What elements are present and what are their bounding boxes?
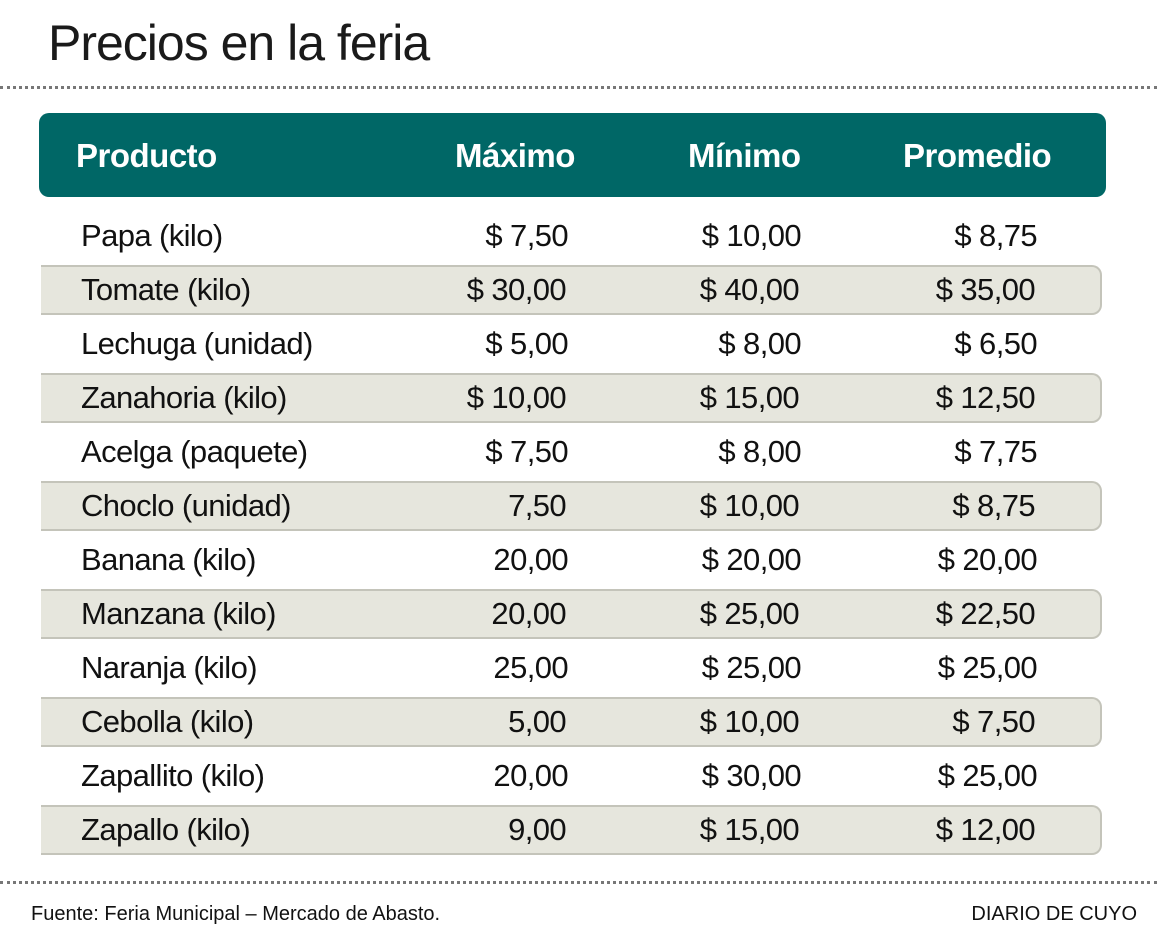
- cell-maximo: 20,00: [491, 596, 566, 631]
- table-row: Papa (kilo) $ 7,50 $ 10,00 $ 8,75: [41, 211, 1102, 261]
- cell-producto: Tomate (kilo): [81, 272, 251, 307]
- cell-producto: Zanahoria (kilo): [81, 380, 287, 415]
- cell-minimo: $ 40,00: [699, 272, 800, 307]
- cell-minimo: $ 15,00: [699, 812, 800, 847]
- table-row: Zapallito (kilo) 20,00 $ 30,00 $ 25,00: [41, 751, 1102, 801]
- cell-maximo: 7,50: [508, 488, 567, 523]
- cell-maximo: $ 7,50: [485, 218, 568, 253]
- cell-maximo: 9,00: [508, 812, 567, 847]
- cell-promedio: $ 25,00: [937, 650, 1038, 685]
- column-header-minimo: Mínimo: [688, 137, 801, 174]
- cell-maximo: $ 5,00: [485, 326, 568, 361]
- column-header-producto: Producto: [76, 137, 217, 174]
- cell-promedio: $ 12,00: [935, 812, 1036, 847]
- column-header-promedio: Promedio: [903, 137, 1052, 174]
- cell-promedio: $ 25,00: [937, 758, 1038, 793]
- cell-promedio: $ 8,75: [952, 488, 1035, 523]
- cell-minimo: $ 10,00: [699, 704, 800, 739]
- cell-minimo: $ 8,00: [718, 326, 801, 361]
- cell-maximo: $ 30,00: [466, 272, 567, 307]
- cell-producto: Lechuga (unidad): [81, 326, 313, 361]
- cell-promedio: $ 7,50: [952, 704, 1035, 739]
- cell-minimo: $ 15,00: [699, 380, 800, 415]
- table-row: Zanahoria (kilo) $ 10,00 $ 15,00 $ 12,50: [41, 373, 1102, 423]
- cell-promedio: $ 20,00: [937, 542, 1038, 577]
- cell-promedio: $ 12,50: [935, 380, 1036, 415]
- table-row: Zapallo (kilo) 9,00 $ 15,00 $ 12,00: [41, 805, 1102, 855]
- cell-maximo: 5,00: [508, 704, 567, 739]
- cell-minimo: $ 20,00: [701, 542, 802, 577]
- cell-maximo: $ 10,00: [466, 380, 567, 415]
- cell-maximo: 20,00: [493, 758, 568, 793]
- table-row: Lechuga (unidad) $ 5,00 $ 8,00 $ 6,50: [41, 319, 1102, 369]
- cell-promedio: $ 22,50: [935, 596, 1036, 631]
- cell-minimo: $ 30,00: [701, 758, 802, 793]
- table-row: Cebolla (kilo) 5,00 $ 10,00 $ 7,50: [41, 697, 1102, 747]
- cell-producto: Zapallito (kilo): [81, 758, 265, 793]
- table-row: Acelga (paquete) $ 7,50 $ 8,00 $ 7,75: [41, 427, 1102, 477]
- table-row: Manzana (kilo) 20,00 $ 25,00 $ 22,50: [41, 589, 1102, 639]
- cell-producto: Cebolla (kilo): [81, 704, 254, 739]
- table-row: Tomate (kilo) $ 30,00 $ 40,00 $ 35,00: [41, 265, 1102, 315]
- table-header: Producto Máximo Mínimo Promedio: [39, 113, 1106, 197]
- table-body: Papa (kilo) $ 7,50 $ 10,00 $ 8,75 Tomate (ki…: [41, 211, 1102, 859]
- publisher-brand: DIARIO DE CUYO: [971, 903, 1137, 925]
- cell-minimo: $ 10,00: [699, 488, 800, 523]
- cell-producto: Banana (kilo): [81, 542, 256, 577]
- top-divider: [0, 86, 1157, 89]
- cell-promedio: $ 8,75: [954, 218, 1037, 253]
- cell-minimo: $ 8,00: [718, 434, 801, 469]
- page-title: Precios en la feria: [48, 15, 430, 71]
- table-row: Banana (kilo) 20,00 $ 20,00 $ 20,00: [41, 535, 1102, 585]
- cell-producto: Papa (kilo): [81, 218, 223, 253]
- cell-maximo: 20,00: [493, 542, 568, 577]
- bottom-divider: [0, 881, 1157, 884]
- cell-minimo: $ 10,00: [701, 218, 802, 253]
- table-row: Naranja (kilo) 25,00 $ 25,00 $ 25,00: [41, 643, 1102, 693]
- cell-promedio: $ 7,75: [954, 434, 1037, 469]
- cell-maximo: 25,00: [493, 650, 568, 685]
- cell-producto: Manzana (kilo): [81, 596, 277, 631]
- cell-producto: Acelga (paquete): [81, 434, 308, 469]
- cell-minimo: $ 25,00: [699, 596, 800, 631]
- column-header-maximo: Máximo: [455, 137, 575, 174]
- cell-minimo: $ 25,00: [701, 650, 802, 685]
- cell-producto: Naranja (kilo): [81, 650, 258, 685]
- cell-producto: Choclo (unidad): [81, 488, 291, 523]
- source-note: Fuente: Feria Municipal – Mercado de Aba…: [31, 903, 441, 925]
- cell-maximo: $ 7,50: [485, 434, 568, 469]
- cell-producto: Zapallo (kilo): [81, 812, 251, 847]
- cell-promedio: $ 35,00: [935, 272, 1036, 307]
- table-row: Choclo (unidad) 7,50 $ 10,00 $ 8,75: [41, 481, 1102, 531]
- cell-promedio: $ 6,50: [954, 326, 1037, 361]
